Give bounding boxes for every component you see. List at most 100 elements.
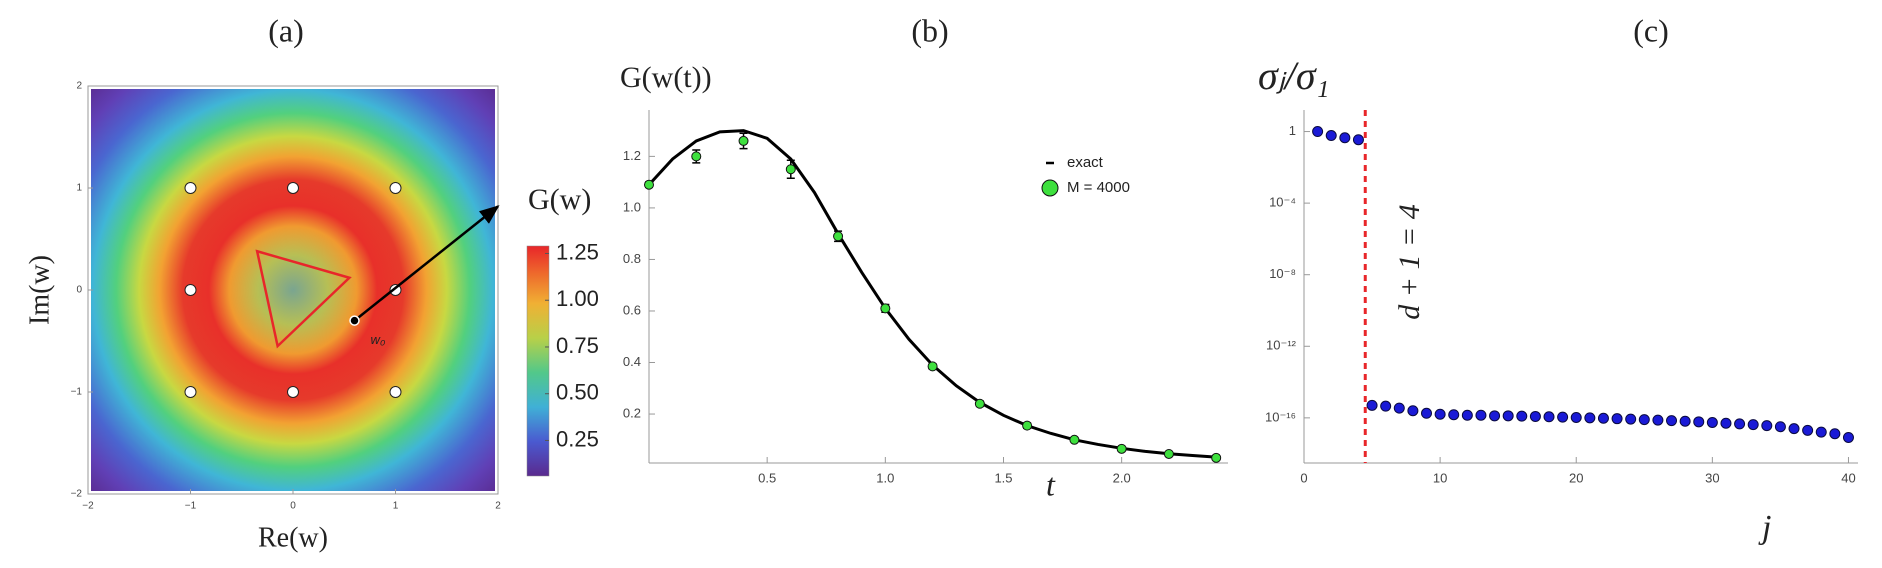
data-point [1761, 420, 1773, 432]
x-axis-label: t [1046, 466, 1056, 502]
y-axis-label: G(w(t)) [620, 61, 712, 94]
data-point [1421, 407, 1433, 419]
data-point [1706, 417, 1718, 429]
y-tick-label: 1 [76, 183, 82, 194]
data-point [1352, 134, 1364, 146]
data-point [738, 135, 749, 146]
data-point [1393, 402, 1405, 414]
data-point [1475, 409, 1487, 421]
y-tick-label: 0.4 [623, 354, 641, 369]
colorbar-tick-label: 0.50 [556, 380, 599, 405]
data-point [785, 164, 796, 175]
lattice-point [184, 284, 197, 296]
y-tick-label: 10⁻¹² [1266, 338, 1297, 353]
data-point [1652, 414, 1664, 426]
x-tick-label: 0 [1300, 470, 1307, 485]
data-point [1529, 410, 1541, 422]
y-tick-label: 1.0 [623, 199, 641, 214]
data-point [1611, 413, 1623, 425]
data-point [1407, 405, 1419, 417]
data-point [927, 361, 938, 372]
panel-title: (b) [911, 12, 948, 48]
lattice-point [287, 386, 299, 398]
panel-title: (c) [1633, 12, 1669, 48]
data-point [974, 398, 985, 409]
data-point [1448, 409, 1460, 421]
x-axis-label: Re(w) [258, 522, 328, 553]
annotation: d + 1 = 4 [1393, 204, 1426, 320]
x-tick-label: 0 [290, 501, 296, 512]
data-point [1802, 424, 1814, 436]
data-point [1774, 421, 1786, 433]
x-tick-label: 1 [393, 501, 399, 512]
colorbar-tick-label: 1.25 [556, 239, 599, 264]
data-point [1693, 416, 1705, 428]
curve [647, 129, 1217, 459]
y-tick-label: 0.6 [623, 302, 641, 317]
y-tick-label: 10⁻⁴ [1269, 195, 1296, 210]
data-point [1339, 132, 1351, 144]
y-tick-label: 10⁻¹⁶ [1265, 409, 1296, 424]
colorbar-label: G(w) [528, 183, 591, 216]
x-tick-label: 1.5 [994, 470, 1012, 485]
data-point [1312, 126, 1324, 138]
data-point [1434, 408, 1446, 420]
panel-title: (a) [268, 12, 304, 48]
data-point [644, 179, 654, 190]
colorbar [526, 245, 550, 477]
lattice-point [184, 386, 197, 398]
data-point [1516, 410, 1528, 422]
data-point [1325, 130, 1337, 142]
x-tick-label: −2 [82, 501, 94, 512]
data-point [1815, 426, 1827, 438]
data-point [1638, 414, 1650, 426]
data-point [691, 151, 702, 162]
x-tick-label: −1 [185, 501, 197, 512]
data-point [1584, 412, 1596, 424]
data-point [1570, 411, 1582, 423]
y-tick-label: 1.2 [623, 148, 641, 163]
data-point [1069, 434, 1080, 445]
data-point [1747, 419, 1759, 431]
y-tick-label: 1 [1289, 123, 1296, 138]
x-tick-label: 20 [1569, 470, 1583, 485]
legend-label: M = 4000 [1067, 179, 1130, 196]
data-point [1543, 411, 1555, 423]
triangle [255, 249, 352, 349]
data-point [1366, 399, 1378, 411]
data-point [1489, 410, 1501, 422]
x-tick-label: 30 [1705, 470, 1719, 485]
y-tick-label: 10⁻⁸ [1269, 266, 1296, 281]
data-point [1502, 410, 1514, 422]
data-point [1461, 409, 1473, 421]
data-point [880, 303, 891, 314]
y-axis-label: σⱼ/σ₁ [1258, 53, 1329, 98]
data-point [1842, 431, 1854, 443]
colorbar-tick-label: 0.25 [556, 426, 599, 451]
point-label: w₀ [371, 332, 386, 347]
density-field [91, 89, 495, 491]
x-tick-label: 1.0 [876, 470, 894, 485]
data-point [1734, 418, 1746, 430]
colorbar-tick-label: 1.00 [556, 286, 599, 311]
data-point [1720, 417, 1732, 429]
y-axis-label: Im(w) [24, 255, 55, 325]
data-point [1380, 400, 1392, 412]
data-point [1116, 443, 1127, 454]
arrow [353, 205, 500, 322]
start-point [349, 315, 360, 326]
x-tick-label: 0.5 [758, 470, 776, 485]
data-point [1679, 415, 1691, 427]
legend-label: exact [1067, 154, 1104, 171]
data-point [1829, 428, 1841, 440]
y-tick-label: −1 [71, 387, 83, 398]
data-point [1557, 411, 1569, 423]
data-point [833, 231, 844, 242]
x-tick-label: 10 [1433, 470, 1447, 485]
x-tick-label: 2 [495, 501, 501, 512]
y-tick-label: 0 [76, 285, 82, 296]
x-tick-label: 2.0 [1113, 470, 1131, 485]
x-tick-label: 40 [1841, 470, 1855, 485]
lattice-point [287, 182, 299, 194]
